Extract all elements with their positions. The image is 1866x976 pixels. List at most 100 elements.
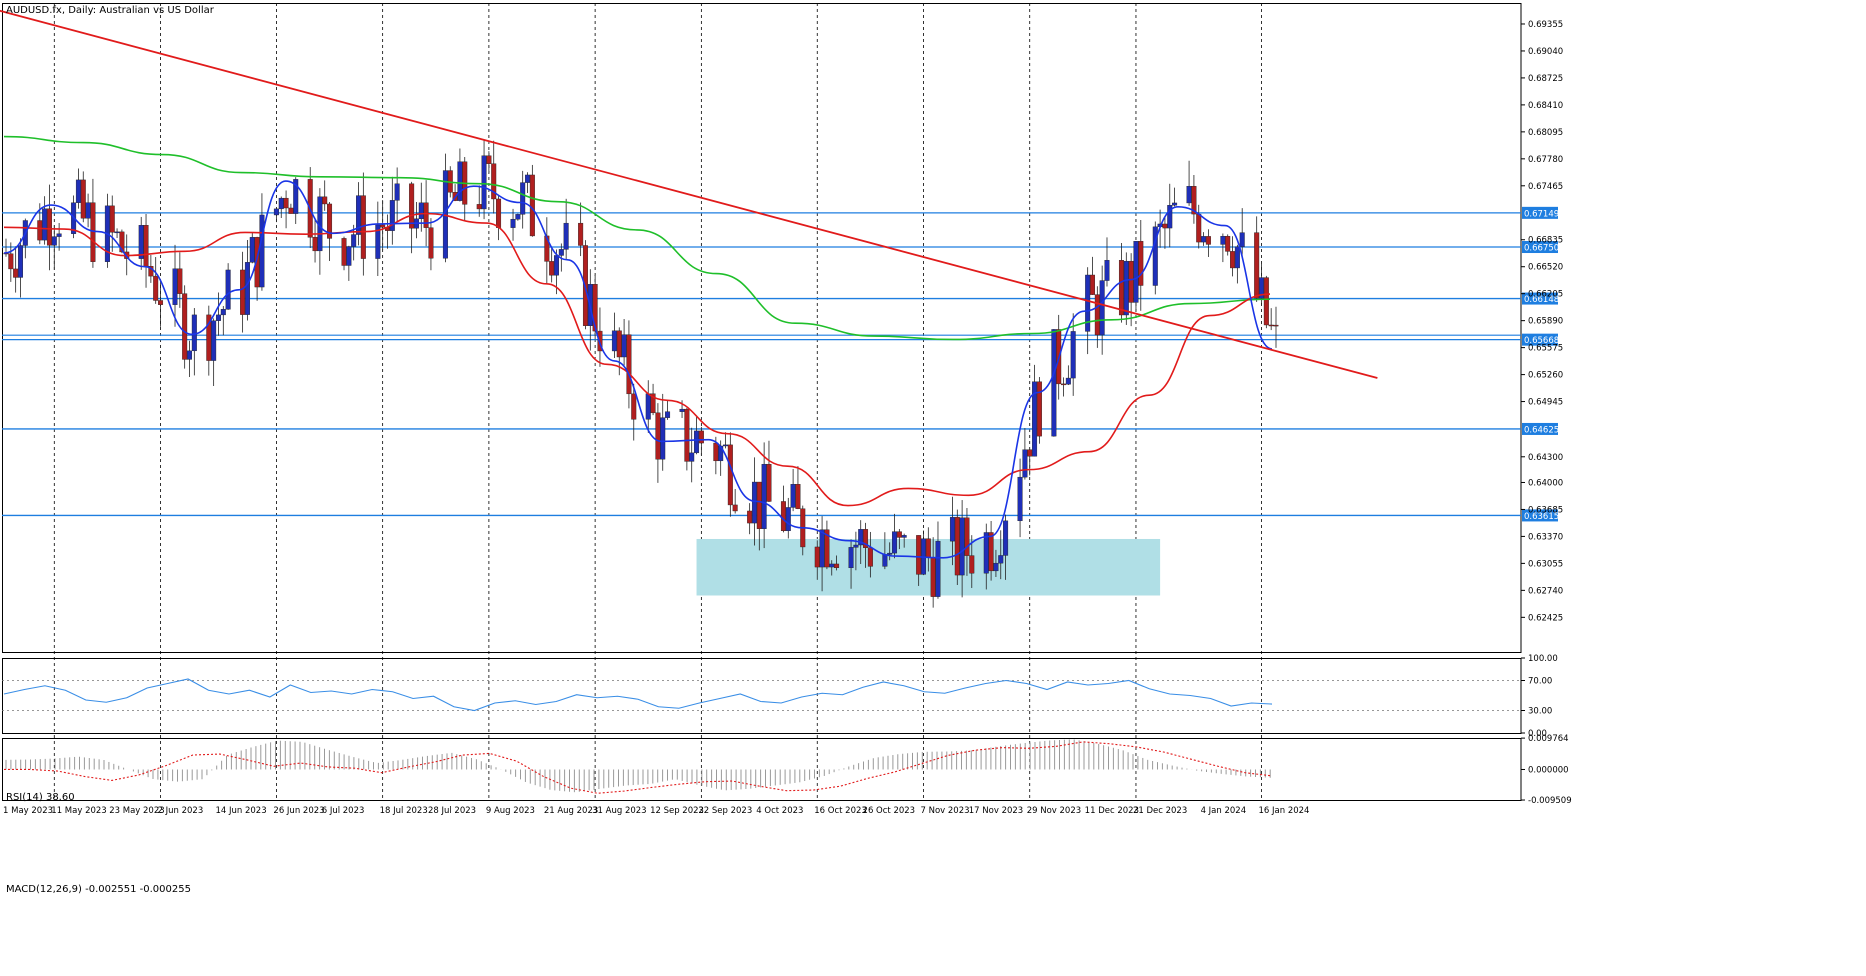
x-tick-label: 21 Aug 2023 xyxy=(544,806,598,816)
candle-body xyxy=(1094,294,1100,336)
candle-body xyxy=(819,529,825,568)
x-tick-label: 26 Jun 2023 xyxy=(273,806,324,816)
candle-body xyxy=(747,510,753,524)
candle-body xyxy=(75,179,81,203)
candle-body xyxy=(1070,331,1076,379)
candle-body xyxy=(259,214,265,288)
candle-body xyxy=(8,253,14,270)
candle-body xyxy=(56,233,62,237)
level-price-label: 0.65668 xyxy=(1524,336,1559,346)
candle-body xyxy=(925,538,931,558)
y-tick-label: 0.69355 xyxy=(1528,20,1563,30)
candle-body xyxy=(578,222,584,246)
macd-tick-label: 0.000000 xyxy=(1528,765,1569,775)
candle-body xyxy=(1099,280,1105,336)
candle-body xyxy=(814,546,820,568)
y-tick-label: 0.63685 xyxy=(1528,505,1563,515)
candle-body xyxy=(177,268,183,294)
candle-body xyxy=(1022,449,1028,478)
candle-body xyxy=(244,262,250,315)
candle-body xyxy=(496,198,502,228)
x-tick-label: 18 Jul 2023 xyxy=(380,806,428,816)
y-tick-label: 0.66835 xyxy=(1528,236,1563,246)
candle-body xyxy=(322,196,328,205)
candle-body xyxy=(525,174,531,183)
level-price-tag xyxy=(1522,292,1558,305)
candle-body xyxy=(867,547,873,567)
candle-body xyxy=(1259,277,1265,299)
y-tick-label: 0.68095 xyxy=(1528,128,1563,138)
rsi-tick-label: 0.00 xyxy=(1528,729,1547,739)
candle-body xyxy=(1061,383,1067,386)
rsi-label: RSI(14) 38.60 xyxy=(6,792,75,803)
candle-body xyxy=(143,225,149,267)
candle-body xyxy=(723,444,729,447)
candle-body xyxy=(1254,232,1260,299)
candle-body xyxy=(356,195,362,235)
candle-body xyxy=(1138,241,1144,286)
candle-body xyxy=(1196,213,1202,243)
y-tick-label: 0.65890 xyxy=(1528,317,1563,327)
candle-body xyxy=(549,261,555,276)
candle-body xyxy=(1003,520,1009,556)
candle-body xyxy=(37,220,43,241)
x-tick-label: 14 Jun 2023 xyxy=(215,806,266,816)
candle-body xyxy=(1225,235,1231,252)
candle-body xyxy=(988,532,994,572)
candle-body xyxy=(1201,236,1207,243)
candle-body xyxy=(51,236,57,246)
candle-body xyxy=(418,202,424,220)
candle-body xyxy=(689,452,695,462)
y-tick-label: 0.66520 xyxy=(1528,263,1563,273)
x-tick-label: 6 Jul 2023 xyxy=(322,806,365,816)
x-tick-label: 23 May 2023 xyxy=(109,806,164,816)
candle-body xyxy=(249,237,255,263)
candle-body xyxy=(476,204,482,210)
candle-body xyxy=(158,300,164,305)
candle-body xyxy=(1230,251,1236,269)
candle-body xyxy=(553,255,559,276)
x-tick-label: 17 Nov 2023 xyxy=(969,806,1023,816)
candle-body xyxy=(394,183,400,201)
candle-body xyxy=(998,555,1004,564)
candle-body xyxy=(215,314,221,321)
candle-body xyxy=(114,231,120,234)
x-tick-label: 2 Jun 2023 xyxy=(158,806,204,816)
candle-body xyxy=(153,275,159,301)
macd-pane-frame xyxy=(2,738,1522,801)
candle-body xyxy=(1239,232,1245,248)
x-tick-label: 11 May 2023 xyxy=(51,806,106,816)
candle-body xyxy=(834,563,840,569)
candle-body xyxy=(732,504,738,512)
candle-body xyxy=(853,544,859,548)
x-tick-label: 28 Jul 2023 xyxy=(428,806,476,816)
x-tick-label: 21 Dec 2023 xyxy=(1133,806,1187,816)
candle-body xyxy=(892,531,898,554)
candle-body xyxy=(756,481,762,529)
candle-body xyxy=(1090,274,1096,295)
x-tick-label: 22 Sep 2023 xyxy=(698,806,752,816)
candle-body xyxy=(964,517,970,556)
candle-body xyxy=(206,314,212,361)
rsi-pane-frame xyxy=(2,658,1522,734)
candle-body xyxy=(1172,202,1178,206)
x-tick-label: 29 Nov 2023 xyxy=(1027,806,1081,816)
candle-body xyxy=(983,532,989,574)
candle-body xyxy=(457,161,463,201)
candle-body xyxy=(858,529,864,546)
candle-body xyxy=(785,507,791,532)
candle-body xyxy=(935,540,941,597)
candle-body xyxy=(848,547,854,569)
candle-body xyxy=(1123,260,1129,316)
candle-body xyxy=(240,269,246,315)
candle-body xyxy=(655,412,661,460)
macd-tick-label: 0.009764 xyxy=(1528,734,1569,744)
candle-body xyxy=(1118,260,1124,316)
candle-body xyxy=(346,246,352,266)
candle-body xyxy=(1017,476,1023,522)
level-price-tag xyxy=(1522,206,1558,219)
x-tick-label: 26 Oct 2023 xyxy=(863,806,916,816)
level-price-tag xyxy=(1522,509,1558,522)
y-tick-label: 0.64000 xyxy=(1528,478,1563,488)
